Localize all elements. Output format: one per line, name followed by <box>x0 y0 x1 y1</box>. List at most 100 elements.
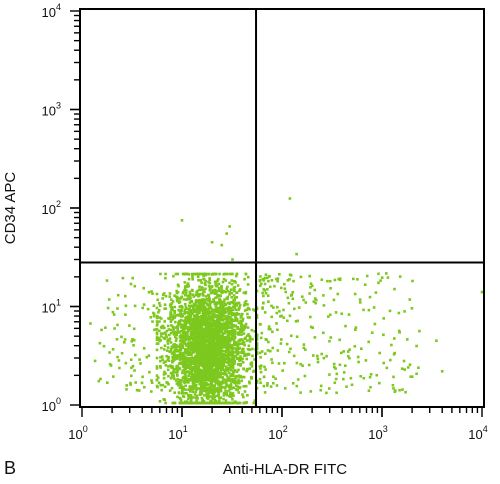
event-point-2229 <box>245 401 248 404</box>
event-point-3155 <box>213 280 217 284</box>
event-point-3321 <box>404 390 407 394</box>
event-point-1511 <box>199 299 202 302</box>
event-point-919 <box>174 339 178 343</box>
event-point-3416 <box>281 369 284 372</box>
event-point-46 <box>173 345 176 349</box>
event-point-2727 <box>161 355 164 358</box>
event-point-1232 <box>164 401 167 405</box>
event-point-3272 <box>259 356 262 359</box>
event-point-3508 <box>98 341 102 345</box>
event-point-2497 <box>188 378 192 381</box>
event-point-2435 <box>198 288 201 291</box>
event-point-3218 <box>334 377 338 381</box>
event-point-3470 <box>327 315 330 318</box>
event-point-2802 <box>197 299 200 302</box>
event-point-1898 <box>208 368 211 371</box>
event-point-1362 <box>178 305 182 308</box>
event-point-2468 <box>203 401 206 405</box>
event-point-2343 <box>210 273 214 276</box>
event-point-497 <box>207 317 210 321</box>
event-point-2669 <box>232 302 236 306</box>
event-point-3250 <box>403 368 406 371</box>
event-point-3436 <box>322 331 325 335</box>
event-point-3440 <box>377 272 380 276</box>
event-point-2915 <box>216 285 219 288</box>
event-point-3033 <box>201 334 204 338</box>
event-point-3105 <box>180 326 183 329</box>
event-point-3469 <box>314 301 317 305</box>
event-point-2707 <box>200 322 203 325</box>
event-point-1063 <box>203 278 206 281</box>
event-point-2796 <box>171 360 174 364</box>
event-point-1250 <box>221 401 225 405</box>
event-point-2694 <box>221 325 224 328</box>
event-point-1709 <box>225 340 228 344</box>
event-point-2152 <box>193 310 196 314</box>
event-point-2126 <box>177 354 181 357</box>
event-point-3369 <box>382 317 385 320</box>
event-point-2147 <box>174 320 177 324</box>
event-point-2443 <box>227 389 230 393</box>
event-point-3130 <box>196 307 199 311</box>
event-point-468 <box>228 351 231 355</box>
event-point-2730 <box>222 378 225 381</box>
event-point-1357 <box>182 327 185 330</box>
event-point-2884 <box>223 290 226 293</box>
event-point-3177 <box>222 340 226 343</box>
event-point-3545 <box>129 358 133 361</box>
event-point-3390 <box>263 276 267 280</box>
event-point-2143 <box>174 272 178 276</box>
event-point-3365 <box>353 292 357 296</box>
event-point-3432 <box>378 381 381 385</box>
event-point-2380 <box>176 395 179 399</box>
event-point-3514 <box>154 328 158 331</box>
event-point-3368 <box>259 275 262 278</box>
event-point-2536 <box>190 346 194 349</box>
event-point-3200 <box>342 350 345 353</box>
event-point-2630 <box>233 343 237 347</box>
event-point-3475 <box>290 334 293 338</box>
event-point-2892 <box>231 360 235 364</box>
event-point-3303 <box>299 391 302 394</box>
event-point-2488 <box>204 346 207 349</box>
event-point-611 <box>217 277 220 281</box>
event-point-3463 <box>269 385 273 388</box>
event-point-3389 <box>322 356 326 360</box>
event-point-3522 <box>157 381 161 385</box>
event-point-1353 <box>184 388 187 391</box>
event-point-1613 <box>173 305 176 309</box>
event-point-1364 <box>181 391 184 395</box>
event-point-2619 <box>205 308 208 311</box>
event-point-2967 <box>211 371 215 375</box>
event-point-3495 <box>133 304 137 308</box>
event-point-3147 <box>216 289 219 293</box>
event-point-3255 <box>377 281 380 285</box>
event-point-3222 <box>356 355 360 359</box>
event-point-3506 <box>124 361 128 365</box>
event-point-2979 <box>234 350 237 354</box>
event-point-3253 <box>363 283 367 286</box>
event-point-811 <box>218 399 221 402</box>
event-point-3471 <box>292 354 296 358</box>
event-point-2983 <box>212 375 216 379</box>
event-point-2702 <box>224 350 228 354</box>
event-point-3492 <box>157 336 160 340</box>
event-point-2778 <box>204 283 207 287</box>
event-point-3572 <box>121 276 125 280</box>
event-point-2893 <box>200 331 204 334</box>
event-point-3028 <box>184 316 187 320</box>
event-point-1750 <box>188 313 192 316</box>
event-point-3569 <box>151 292 154 295</box>
event-point-3549 <box>111 348 115 351</box>
event-point-3108 <box>230 332 233 335</box>
event-point-2474 <box>185 332 188 336</box>
event-point-3382 <box>328 279 332 283</box>
event-point-3230 <box>337 277 340 281</box>
event-point-1591 <box>216 316 220 319</box>
event-point-2210 <box>212 390 215 393</box>
event-point-2698 <box>180 323 184 327</box>
event-point-3547 <box>152 311 155 315</box>
event-point-3008 <box>176 283 180 287</box>
event-point-2557 <box>185 285 189 288</box>
event-point-2330 <box>239 355 242 358</box>
